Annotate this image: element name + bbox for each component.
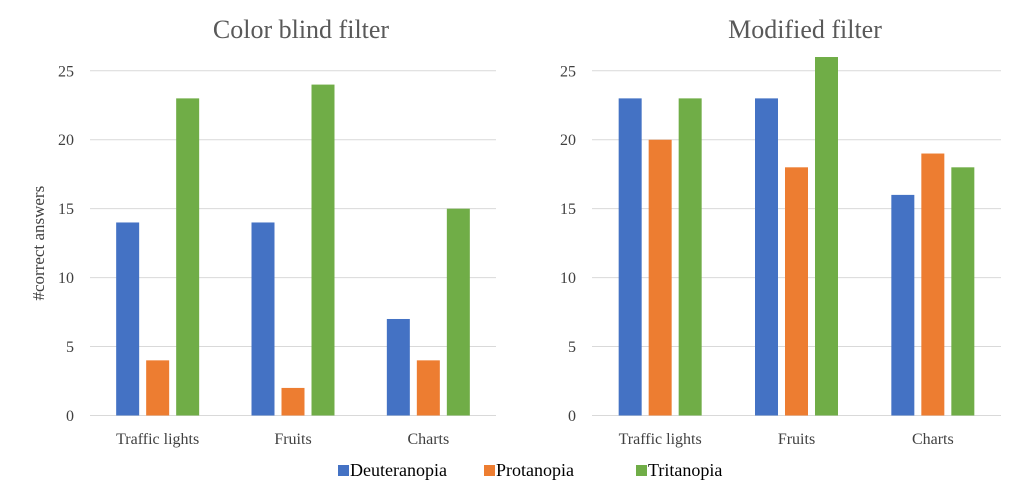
y-tick-label: 5 [66, 339, 74, 356]
y-tick-label: 0 [568, 408, 576, 425]
x-tick-label: Charts [912, 431, 954, 448]
x-tick-label: Fruits [274, 431, 311, 448]
x-tick-label: Traffic lights [619, 431, 702, 448]
bar-deuteranopia [251, 222, 275, 416]
legend-label-protanopia: Protanopia [496, 460, 574, 480]
bar-protanopia [146, 360, 170, 416]
chart-panel-2: Modified filter 0 5 10 15 20 25 Traffic lights F… [560, 15, 1001, 448]
x-tick-label: Traffic lights [116, 431, 199, 448]
y-tick-label: 25 [58, 63, 74, 80]
legend-swatch-protanopia [484, 465, 495, 476]
legend-swatch-tritanopia [636, 465, 647, 476]
bar-deuteranopia [386, 318, 410, 416]
chart-title: Modified filter [728, 15, 882, 44]
bar-protanopia [648, 139, 672, 416]
bar-protanopia [785, 167, 808, 416]
bar-protanopia [921, 153, 945, 416]
bar-tritanopia [311, 84, 335, 416]
bar-deuteranopia [116, 222, 140, 416]
bar-protanopia [416, 360, 440, 416]
bar-tritanopia [446, 208, 470, 416]
y-tick-label: 0 [66, 408, 74, 425]
bar-tritanopia [815, 57, 838, 416]
legend-label-tritanopia: Tritanopia [648, 460, 722, 480]
y-tick-label: 15 [58, 201, 74, 218]
legend: Deuteranopia Protanopia Tritanopia [338, 460, 722, 480]
bar-tritanopia [176, 98, 200, 416]
x-tick-label: Charts [407, 431, 449, 448]
y-tick-label: 15 [560, 201, 576, 218]
bar-deuteranopia [755, 98, 778, 416]
bar-deuteranopia [618, 98, 642, 416]
chart-panel-1: Color blind filter 0 5 10 15 20 25 #correct ans… [29, 15, 496, 448]
y-tick-label: 10 [560, 270, 576, 287]
chart-title: Color blind filter [213, 15, 390, 44]
y-axis-label: #correct answers [29, 186, 48, 301]
legend-swatch-deuteranopia [338, 465, 349, 476]
y-tick-label: 10 [58, 270, 74, 287]
legend-label-deuteranopia: Deuteranopia [350, 460, 447, 480]
y-tick-label: 20 [560, 132, 576, 149]
x-tick-label: Fruits [778, 431, 815, 448]
y-tick-label: 20 [58, 132, 74, 149]
bar-tritanopia [678, 98, 702, 416]
bar-protanopia [281, 387, 305, 416]
bar-tritanopia [951, 167, 975, 416]
bar-deuteranopia [891, 194, 915, 416]
y-tick-label: 5 [568, 339, 576, 356]
y-tick-label: 25 [560, 63, 576, 80]
